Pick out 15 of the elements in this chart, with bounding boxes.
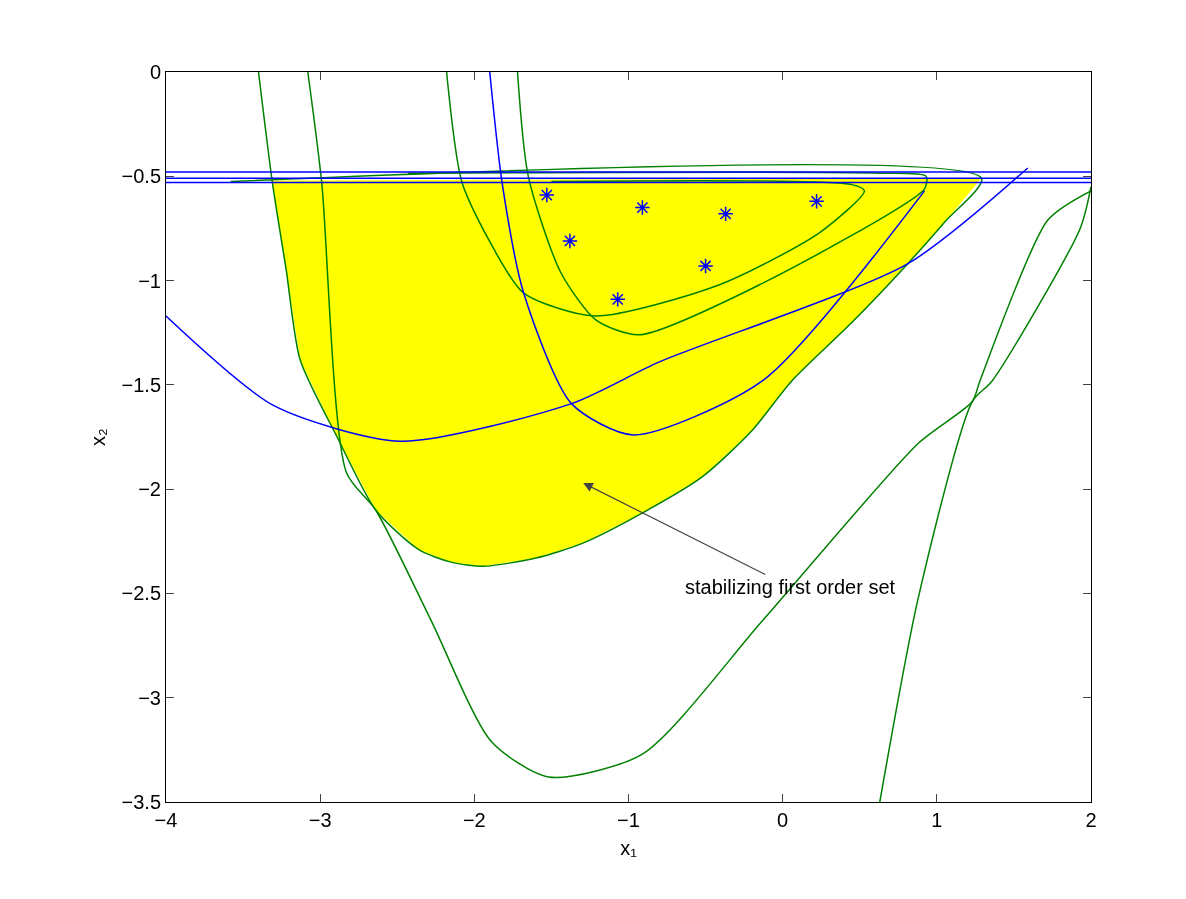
y-tick-label: −3 [138, 686, 161, 709]
x-tick-label: 2 [1085, 809, 1097, 831]
y-axis-title: x₂ [87, 428, 110, 446]
x-axis-title: x₁ [620, 836, 638, 859]
y-tick-label: −1 [138, 269, 161, 292]
x-tick-label: 1 [931, 809, 943, 831]
x-tick-label: 0 [777, 809, 789, 831]
x-tick-label: −2 [462, 809, 486, 831]
x-tick-label: −1 [617, 809, 640, 831]
y-tick-label: −2.5 [121, 582, 161, 605]
y-tick-label: 0 [149, 61, 161, 83]
x-tick-label: −3 [308, 809, 332, 831]
y-tick-label: −1.5 [121, 373, 161, 396]
y-tick-label: −2 [138, 478, 161, 501]
y-tick-label: −0.5 [121, 165, 161, 188]
